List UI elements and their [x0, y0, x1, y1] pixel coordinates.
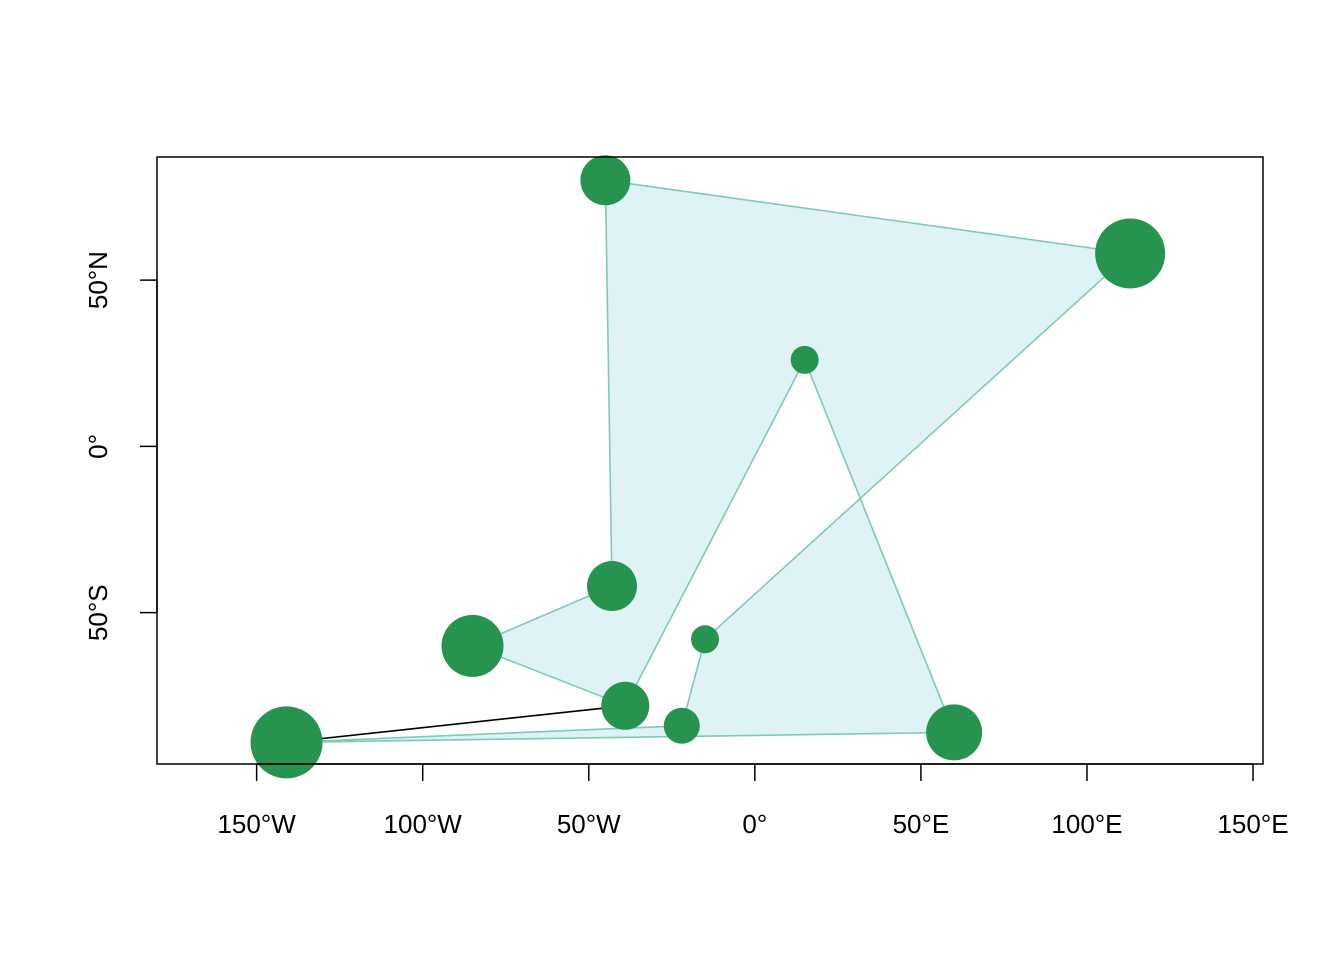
segment-layer: [286, 704, 626, 744]
x-tick-label-2: 50°W: [557, 809, 621, 839]
data-point-6: [691, 625, 720, 654]
data-point-9: [663, 707, 700, 744]
route-segment: [286, 704, 626, 744]
x-axis: 150°W 100°W 50°W 0° 50°E 100°E 150°E: [217, 763, 1289, 839]
x-tick-label-3: 0°: [742, 809, 767, 839]
x-tick-label-4: 50°E: [893, 809, 950, 839]
y-tick-label-2: 50°N: [83, 251, 113, 309]
data-point-2: [441, 614, 504, 677]
x-tick-label-0: 150°W: [217, 809, 296, 839]
y-axis: 50°S 0° 50°N: [83, 251, 158, 641]
data-point-1: [601, 681, 650, 730]
points-layer: [250, 155, 1166, 779]
data-point-3: [587, 561, 638, 612]
x-tick-label-5: 100°E: [1051, 809, 1122, 839]
x-tick-label-6: 150°E: [1217, 809, 1288, 839]
data-point-5: [1095, 218, 1166, 289]
y-tick-label-1: 0°: [83, 434, 113, 459]
y-tick-label-0: 50°S: [83, 584, 113, 641]
data-point-7: [790, 345, 819, 374]
data-point-8: [926, 704, 983, 761]
data-point-0: [250, 706, 323, 779]
data-point-4: [580, 155, 631, 206]
x-tick-label-1: 100°W: [384, 809, 463, 839]
